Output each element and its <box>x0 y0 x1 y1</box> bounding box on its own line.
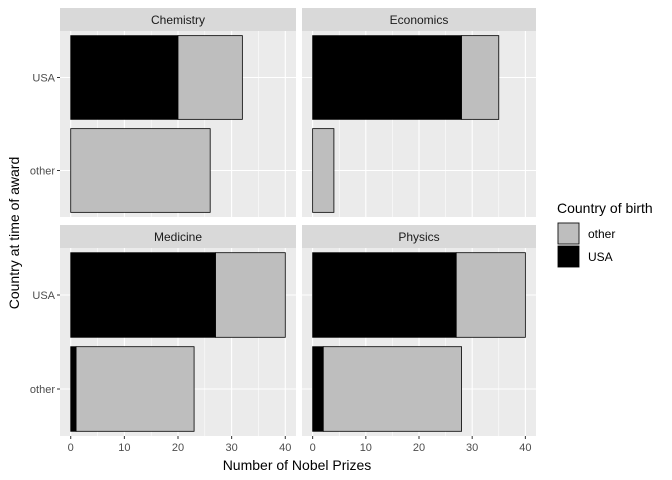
x-tick-label: 30 <box>466 442 478 454</box>
facet-label-chemistry: Chemistry <box>151 13 205 27</box>
y-axis-title: Country at time of award <box>6 157 22 310</box>
panel-economics: Economics <box>302 8 536 217</box>
x-tick-label: 10 <box>360 442 372 454</box>
y-tick-label: other <box>30 384 55 396</box>
facet-label-economics: Economics <box>390 13 449 27</box>
facet-panels: Chemistry USA other Economics Medicine 0 10 20 3… <box>30 8 536 454</box>
bar-medicine-other-usa <box>70 346 77 432</box>
bar-chemistry-usa-usa <box>70 35 179 120</box>
panel-chemistry: Chemistry USA other <box>30 8 296 217</box>
bar-medicine-other-other <box>75 346 195 432</box>
facet-strip-chemistry <box>60 8 296 31</box>
bar-physics-usa-other <box>455 252 526 338</box>
bar-chemistry-other-other <box>70 128 211 213</box>
x-tick-label: 40 <box>519 442 531 454</box>
panel-physics: Physics 0 10 20 30 40 <box>302 225 536 454</box>
bar-medicine-usa-other <box>215 252 286 338</box>
legend-label-other: other <box>588 227 615 241</box>
facet-strip-economics <box>302 8 536 31</box>
facet-strip-physics <box>302 225 536 248</box>
x-tick-label: 40 <box>279 442 291 454</box>
x-tick-label: 20 <box>172 442 184 454</box>
legend-label-usa: USA <box>588 250 613 264</box>
legend-swatch-other <box>557 222 580 245</box>
panel-medicine: Medicine 0 10 20 30 40 USA other <box>30 225 296 454</box>
x-tick-label: 20 <box>413 442 425 454</box>
x-tick-label: 10 <box>118 442 130 454</box>
bar-chemistry-usa-other <box>177 35 243 120</box>
legend-swatch-usa <box>557 245 580 268</box>
x-tick-label: 0 <box>310 442 316 454</box>
facet-label-physics: Physics <box>398 230 439 244</box>
bar-economics-other-other <box>312 128 335 213</box>
bar-medicine-usa-usa <box>70 252 216 338</box>
legend-keys: other USA <box>557 222 615 268</box>
y-tick-label: other <box>30 166 55 178</box>
x-axis-title: Number of Nobel Prizes <box>223 457 372 473</box>
bar-economics-usa-other <box>461 35 500 120</box>
x-tick-label: 0 <box>68 442 74 454</box>
bar-physics-other-usa <box>312 346 324 432</box>
bar-physics-other-other <box>322 346 462 432</box>
bar-economics-usa-usa <box>312 35 462 120</box>
y-tick-label: USA <box>32 290 55 302</box>
facet-strip-medicine <box>60 225 296 248</box>
y-tick-label: USA <box>32 73 55 85</box>
legend: Country of birth other USA <box>557 200 653 268</box>
bar-physics-usa-usa <box>312 252 457 338</box>
legend-title: Country of birth <box>557 200 653 216</box>
x-tick-label: 30 <box>226 442 238 454</box>
facet-label-medicine: Medicine <box>154 230 202 244</box>
